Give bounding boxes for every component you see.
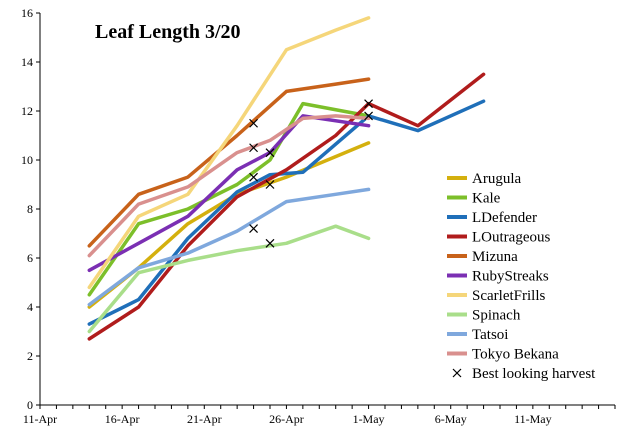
harvest-marker-stroke [249, 143, 258, 153]
legend-label: Arugula [472, 171, 521, 187]
y-tick-label: 4 [27, 300, 33, 314]
x-tick-label: 11-Apr [23, 412, 57, 426]
legend-marker-icon [452, 368, 462, 378]
legend-entry: Mizuna [447, 249, 518, 265]
y-tick-label: 16 [21, 6, 33, 20]
legend-label: Spinach [472, 308, 521, 324]
harvest-marker [249, 118, 258, 128]
legend-label: Best looking harvest [472, 366, 596, 382]
series-line-ldefender [87, 99, 486, 326]
x-tick-label: 6-May [435, 412, 467, 426]
series-line-kale [87, 101, 371, 297]
legend-label: Tokyo Bekana [472, 347, 559, 363]
legend-label: Kale [472, 191, 501, 207]
legend-label: Tatsoi [472, 327, 508, 343]
legend-entry: LOutrageous [447, 230, 550, 246]
y-tick-label: 0 [27, 398, 33, 412]
y-tick-label: 10 [21, 153, 33, 167]
harvest-marker-stroke [265, 148, 275, 158]
y-tick-label: 12 [21, 104, 33, 118]
harvest-marker-stroke [249, 118, 258, 128]
harvest-marker-stroke [265, 180, 275, 189]
legend: Arugula Kale LDefender LOutrageous Mizuna Rub… [447, 171, 596, 382]
legend-label: ScarletFrills [472, 288, 545, 304]
x-tick-label: 11-May [514, 412, 552, 426]
harvest-marker [265, 180, 275, 189]
series-line-scarletfrills [87, 16, 371, 290]
harvest-marker [265, 148, 275, 158]
legend-label: RubyStreaks [472, 269, 549, 285]
y-tick-label: 14 [21, 55, 33, 69]
harvest-marker-stroke [249, 224, 258, 234]
harvest-marker [249, 143, 258, 153]
chart-title: Leaf Length 3/20 [95, 21, 241, 43]
legend-label: LOutrageous [472, 230, 550, 246]
legend-entry: LDefender [447, 210, 537, 226]
harvest-marker [265, 238, 275, 248]
x-tick-label: 21-Apr [187, 412, 222, 426]
series-line-tatsoi [87, 187, 371, 307]
harvest-marker-stroke [249, 172, 258, 182]
plot-area: 0 2 4 6 8 10 12 14 16 11-Apr 16-Apr 21-Apr 26-Apr 1-M… [21, 6, 616, 426]
series-line-rubystreaks [87, 114, 371, 273]
legend-entry-markers: Best looking harvest [452, 366, 596, 382]
x-tick-label: 1-May [353, 412, 385, 426]
legend-entry: RubyStreaks [447, 269, 549, 285]
legend-entry: ScarletFrills [447, 288, 545, 304]
legend-entry: Kale [447, 191, 501, 207]
y-tick-label: 6 [27, 251, 33, 265]
harvest-marker [249, 172, 258, 182]
legend-entry: Arugula [447, 171, 521, 187]
legend-entry: Spinach [447, 308, 521, 324]
series-line-mizuna [87, 77, 371, 248]
harvest-marker [249, 224, 258, 234]
legend-label: Mizuna [472, 249, 518, 265]
harvest-marker-stroke [364, 99, 373, 109]
legend-entry: Tatsoi [447, 327, 508, 343]
x-tick-label: 26-Apr [269, 412, 304, 426]
harvest-marker-stroke [265, 238, 275, 248]
x-tick-label: 16-Apr [105, 412, 140, 426]
harvest-marker [364, 99, 373, 109]
series-line-spinach [87, 224, 371, 334]
y-tick-label: 2 [27, 349, 33, 363]
y-tick-label: 8 [27, 202, 33, 216]
series-line-tokyo-bekana [87, 114, 371, 258]
series-line-loutrageous [87, 72, 486, 341]
harvest-marker [364, 111, 373, 121]
legend-label: LDefender [472, 210, 537, 226]
legend-entry: Tokyo Bekana [447, 347, 559, 363]
harvest-marker-stroke [364, 111, 373, 121]
